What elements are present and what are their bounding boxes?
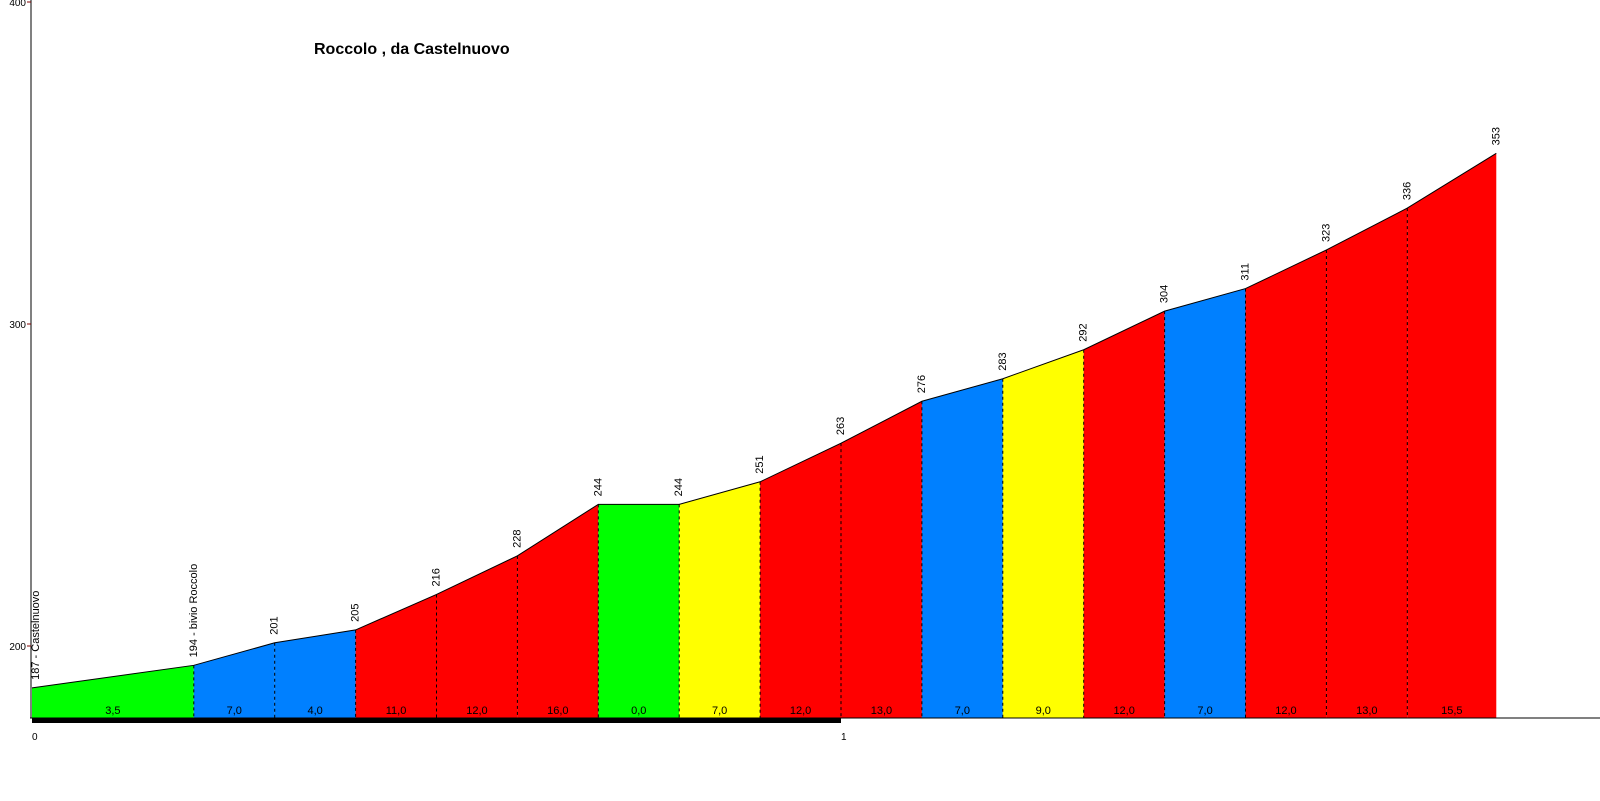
segment-dividers (193, 208, 1408, 718)
segment-fill-16 (1326, 208, 1408, 718)
data-labels: 3,5 7,0 4,0 11,0 12,0 16,0 0,0 7,0 12,0 13,0 7,0 9,… (30, 127, 1502, 717)
elevation-label: 228 (511, 529, 523, 547)
grade-label: 0,0 (631, 705, 646, 717)
elevation-label: 311 (1240, 263, 1252, 281)
elevation-label: 251 (754, 455, 766, 473)
elevation-label: 353 (1490, 127, 1502, 145)
elevation-label: 201 (269, 616, 281, 634)
profile-line (31, 152, 1497, 689)
segment-fill-9 (760, 443, 841, 718)
elevation-label: 263 (835, 417, 847, 435)
elevation-label: 323 (1320, 224, 1332, 242)
grade-label: 12,0 (1275, 705, 1296, 717)
segment-fill-11 (921, 378, 1003, 718)
elevation-label: 292 (1078, 323, 1090, 341)
grade-label: 3,5 (105, 705, 120, 717)
grade-label: 15,5 (1441, 705, 1462, 717)
segment-fills (32, 153, 1497, 719)
grade-label: 7,0 (955, 705, 970, 717)
grade-label: 9,0 (1036, 705, 1051, 717)
chart-title: Roccolo , da Castelnuovo (314, 41, 510, 58)
segment-fill-14 (1164, 288, 1246, 718)
grade-label: 7,0 (227, 705, 242, 717)
segment-fill-17 (1407, 153, 1497, 719)
grade-label: 12,0 (466, 705, 487, 717)
axes: 200 300 400 0 1 (9, 0, 1600, 743)
elevation-label: 283 (997, 352, 1009, 370)
elevation-label: 304 (1159, 285, 1171, 303)
segment-fill-13 (1083, 311, 1165, 718)
grade-label: 7,0 (712, 705, 727, 717)
grade-label: 11,0 (386, 705, 407, 717)
elevation-label: 187 - Castelnuovo (30, 591, 42, 680)
elevation-label: 216 (431, 568, 443, 586)
elevation-label: 336 (1401, 182, 1413, 200)
segment-fill-15 (1245, 249, 1327, 718)
profile-line-group (31, 152, 1497, 689)
grade-label: 12,0 (790, 705, 811, 717)
elevation-label: 244 (673, 478, 685, 496)
segment-fill-3 (274, 629, 356, 718)
x-tick-label: 0 (32, 732, 38, 743)
x-tick-label: 1 (841, 732, 847, 743)
elevation-label: 276 (916, 375, 928, 393)
y-tick-label: 400 (9, 0, 26, 9)
x-distance-bar (32, 718, 841, 723)
grade-label: 16,0 (547, 705, 568, 717)
segment-fill-2 (193, 642, 275, 718)
segment-fill-6 (517, 504, 599, 718)
grade-label: 13,0 (1356, 705, 1377, 717)
segment-fill-4 (355, 594, 437, 718)
elevation-label: 205 (350, 604, 362, 622)
grade-label: 13,0 (871, 705, 892, 717)
y-tick-label: 200 (9, 642, 26, 653)
elevation-label: 244 (592, 478, 604, 496)
grade-label: 12,0 (1113, 705, 1134, 717)
grade-label: 4,0 (308, 705, 323, 717)
elevation-label: 194 - bivio Roccolo (188, 564, 200, 658)
segment-fill-8 (679, 481, 761, 718)
segment-fill-12 (1002, 349, 1084, 718)
segment-fill-5 (436, 555, 518, 718)
y-tick-label: 300 (9, 320, 26, 331)
segment-fill-1 (32, 665, 194, 718)
segment-fill-7 (598, 504, 680, 718)
segment-fill-10 (841, 401, 922, 718)
grade-label: 7,0 (1197, 705, 1212, 717)
